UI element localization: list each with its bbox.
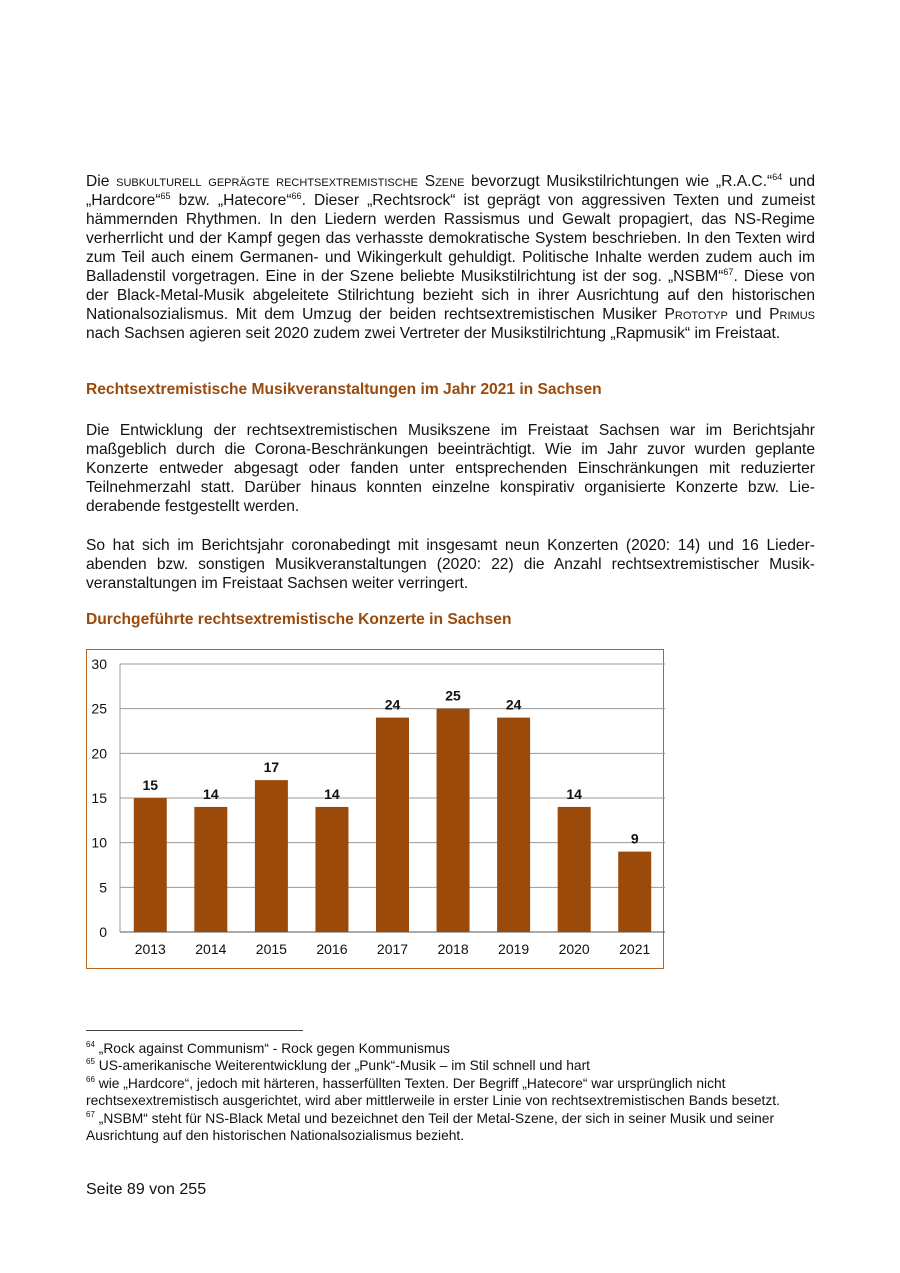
chart-svg: 0 5 10 15 20 25 30 15 2013 14 2014 17 2015 14 2016 24 20… [91, 656, 665, 957]
footnote-66: 66 wie „Hardcore“, jedoch mit härteren, … [86, 1075, 815, 1110]
footnote-67: 67 „NSBM“ steht für NS-Black Metal und b… [86, 1110, 815, 1145]
footnote-number: 65 [86, 1057, 95, 1067]
y-tick-label: 5 [99, 879, 107, 895]
bar-2017 [376, 717, 409, 932]
x-tick-label: 2016 [316, 941, 347, 957]
bar-2015 [254, 780, 288, 932]
footnotes: 64 „Rock against Communism“ - Rock gegen… [86, 1040, 815, 1144]
text: und [727, 306, 770, 323]
small-caps-term: subkulturell geprägte rechtsextremistisc… [116, 173, 465, 190]
bar-2013 [133, 798, 167, 932]
data-label: 14 [324, 786, 340, 802]
footnote-ref[interactable]: 64 [772, 172, 783, 182]
footnote-ref[interactable]: 66 [291, 191, 302, 201]
intro-paragraph: Die subkulturell geprägte rechtsextremis… [86, 172, 815, 343]
footnote-65: 65 US-amerikanische Weiterentwicklung de… [86, 1057, 815, 1074]
footnote-ref[interactable]: 65 [160, 191, 171, 201]
bar-2014 [194, 806, 228, 932]
text: und „Hardcore“ [86, 173, 815, 209]
section-heading: Rechtsextremistische Musikveranstaltunge… [86, 381, 602, 398]
text: nach Sachsen agieren seit 2020 zudem zwe… [86, 325, 781, 342]
footnote-text: „NSBM“ steht für NS-Black Metal und beze… [86, 1110, 775, 1144]
page-number: Seite 89 von 255 [86, 1181, 207, 1198]
x-tick-label: 2021 [619, 941, 650, 957]
data-label: 9 [631, 831, 639, 847]
bar-2016 [315, 806, 349, 932]
y-tick-label: 10 [91, 835, 107, 851]
footnote-text: wie „Hardcore“, jedoch mit härteren, has… [86, 1075, 780, 1109]
x-tick-label: 2014 [195, 941, 226, 957]
data-label: 14 [566, 786, 582, 802]
paragraph-statistics: So hat sich im Berichtsjahr coronabeding… [86, 537, 815, 592]
footnote-number: 64 [86, 1040, 95, 1049]
footnote-ref[interactable]: 67 [723, 267, 734, 277]
text: bevorzugt Musikstilrichtungen wie „R.A.C… [464, 173, 773, 190]
x-tick-label: 2019 [498, 941, 529, 957]
y-tick-label: 25 [91, 701, 107, 717]
bar-2019 [497, 717, 531, 932]
bar-2018 [436, 708, 470, 932]
chart-title: Durchgeführte rechtsextremistische Konze… [86, 611, 512, 628]
x-tick-label: 2013 [135, 941, 166, 957]
footnote-number: 67 [86, 1109, 95, 1119]
text: Die [86, 173, 117, 190]
small-caps-term: Primus [769, 306, 815, 323]
footnote-divider [86, 1030, 303, 1031]
y-tick-label: 15 [91, 790, 107, 806]
y-tick-label: 0 [99, 924, 107, 940]
x-tick-label: 2017 [377, 941, 408, 957]
x-tick-label: 2020 [559, 941, 590, 957]
data-label: 14 [203, 786, 219, 802]
bar-chart: 0 5 10 15 20 25 30 15 2013 14 2014 17 2015 14 2016 24 20… [86, 649, 665, 969]
data-label: 17 [264, 759, 280, 775]
footnote-64: 64 „Rock against Communism“ - Rock gegen… [86, 1040, 815, 1057]
data-label: 15 [142, 777, 158, 793]
bar-2021 [618, 851, 652, 932]
bar-2020 [557, 806, 591, 932]
data-label: 24 [385, 697, 401, 713]
footnote-text: „Rock against Communism“ - Rock gegen Ko… [94, 1041, 450, 1056]
footnote-number: 66 [86, 1074, 95, 1084]
text: bzw. „Hatecore“ [170, 192, 292, 209]
text: . Diese von der Black-Metal-Musik abgele… [86, 268, 815, 323]
y-tick-label: 20 [91, 745, 107, 761]
text: . Dieser „Rechtsrock“ ist geprägt von ag… [86, 192, 816, 285]
data-label: 24 [506, 697, 522, 713]
y-tick-label: 30 [91, 656, 107, 672]
x-tick-label: 2015 [256, 941, 287, 957]
small-caps-term: Prototyp [664, 306, 728, 323]
data-label: 25 [445, 688, 461, 704]
x-tick-label: 2018 [437, 941, 468, 957]
paragraph-development: Die Entwicklung der rechtsextremistische… [86, 422, 815, 515]
footnote-text: US-amerikanische Weiterentwicklung der „… [94, 1058, 590, 1074]
